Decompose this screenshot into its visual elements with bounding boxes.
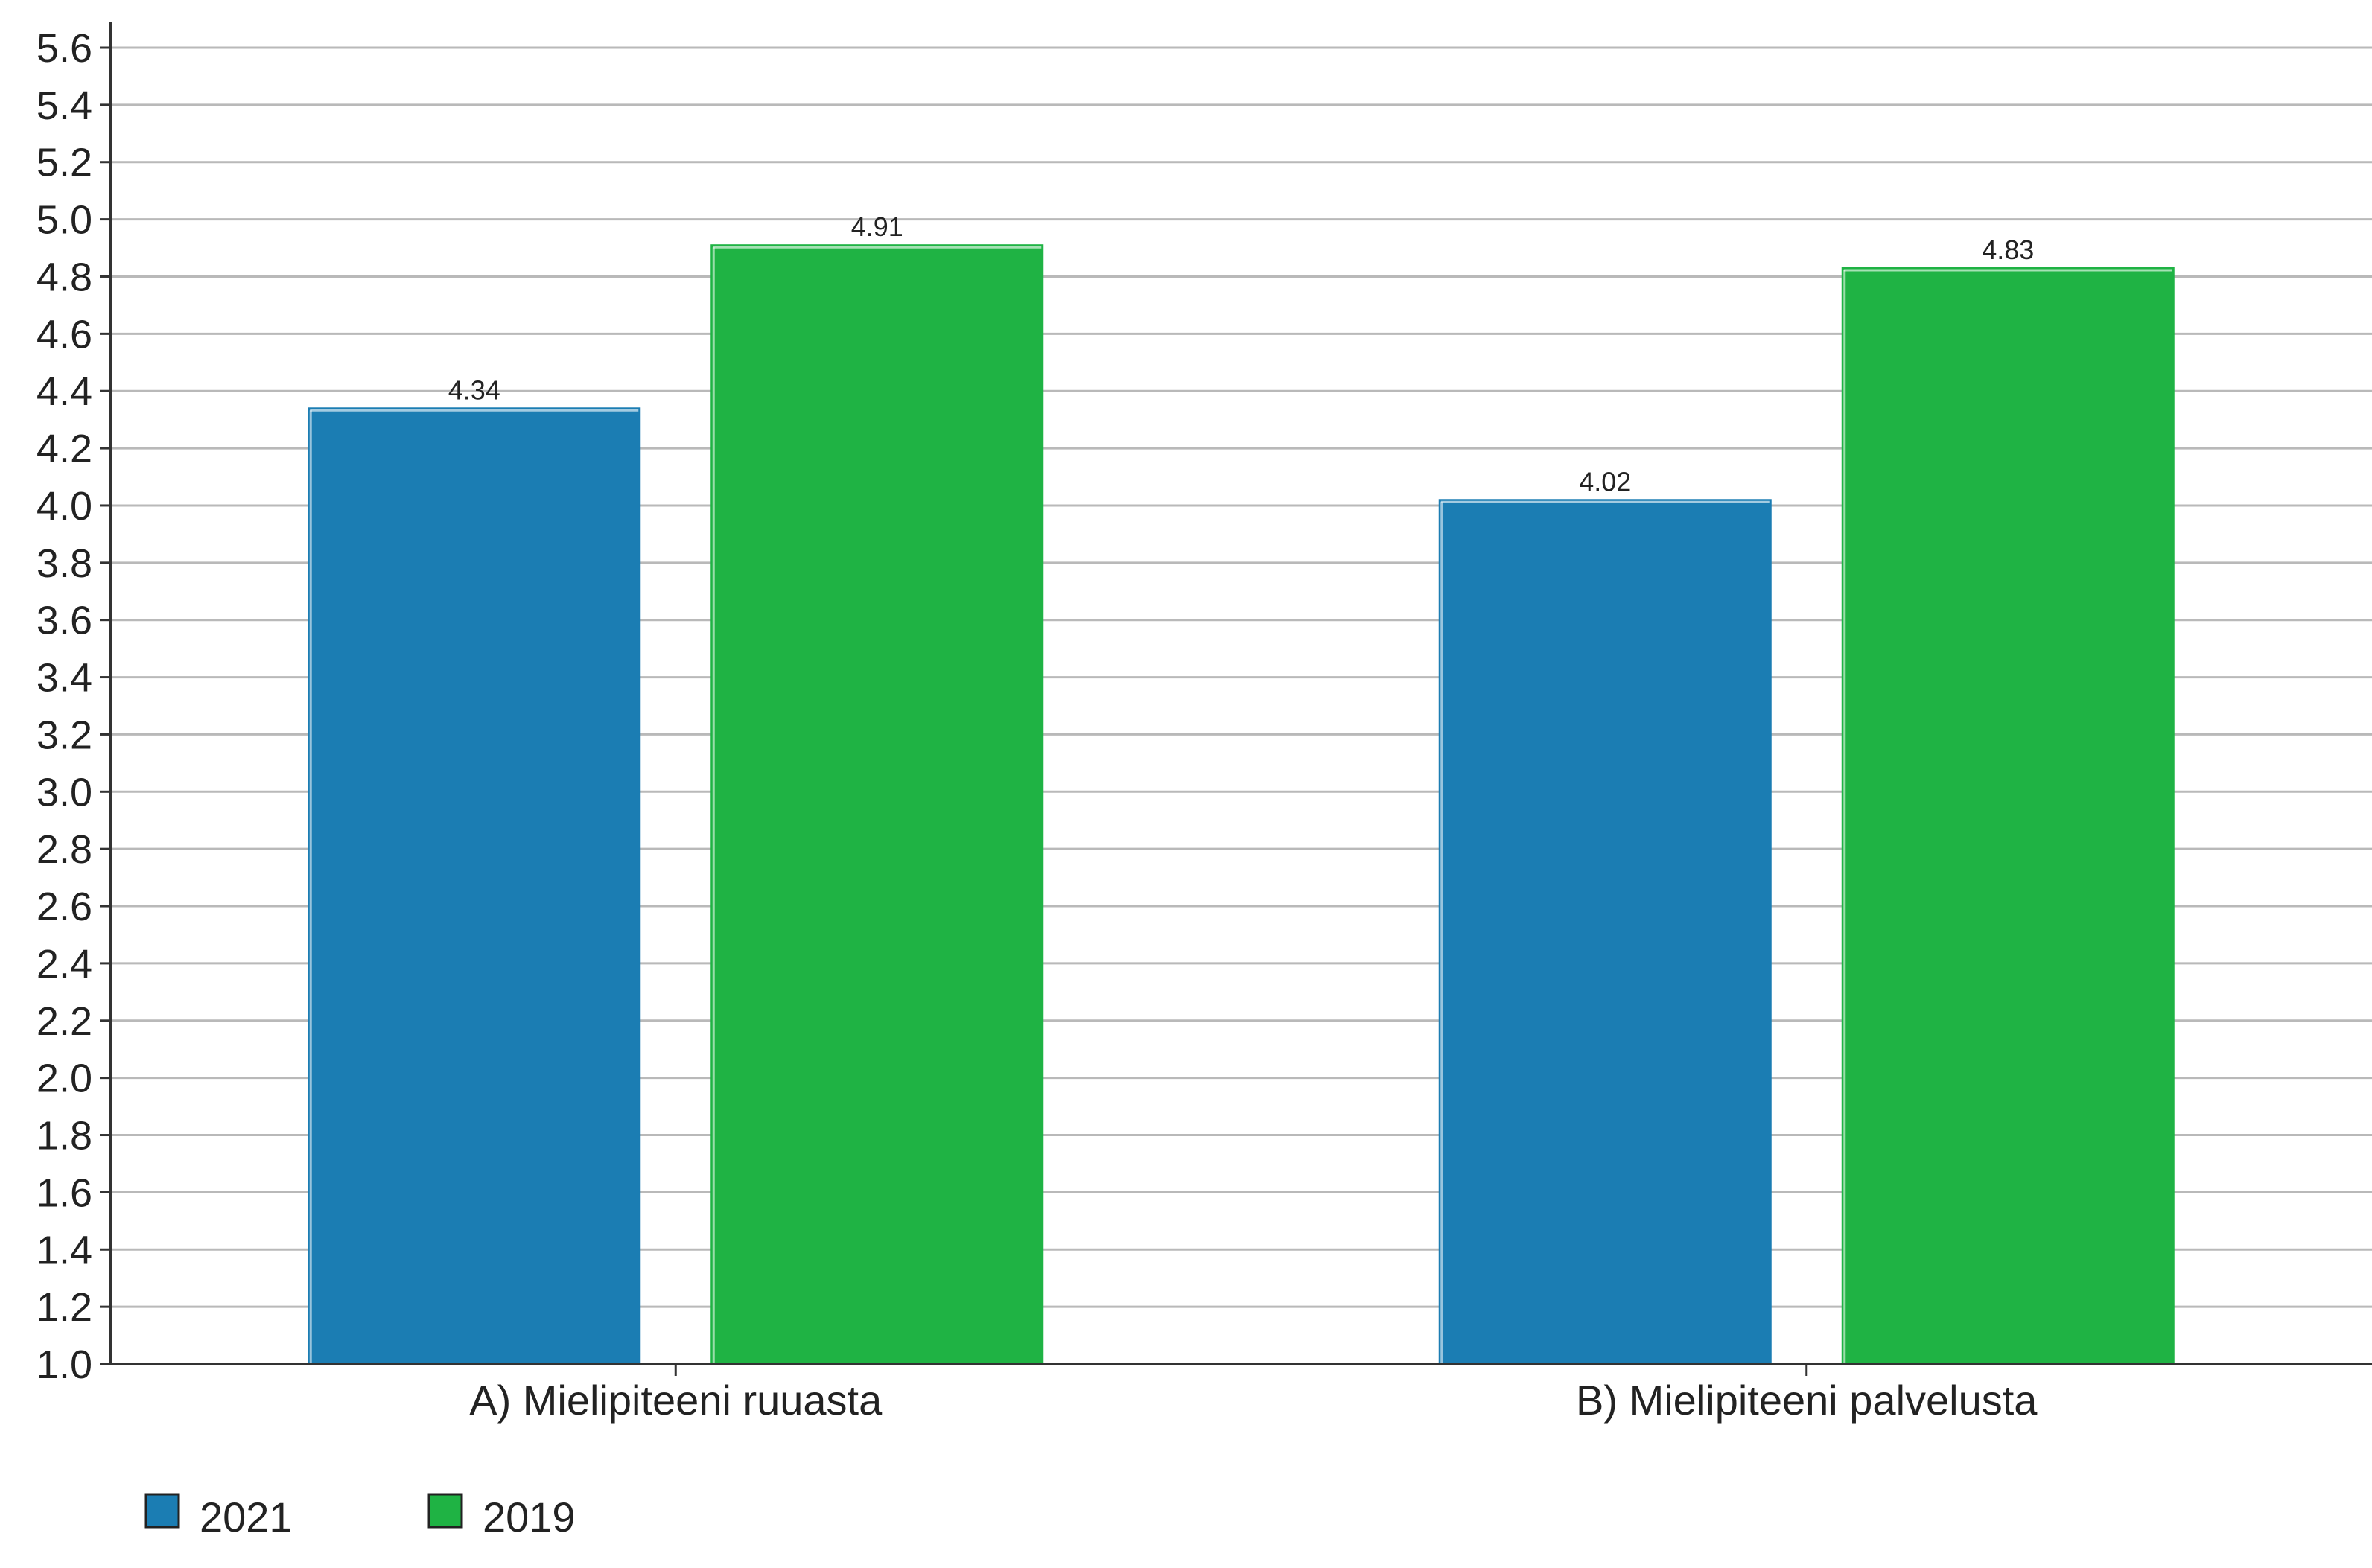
legend-swatch-2021 bbox=[144, 1493, 180, 1529]
y-tick-label: 1.0 bbox=[36, 1342, 92, 1387]
y-tick-label: 2.4 bbox=[36, 942, 92, 987]
y-tick-label: 4.6 bbox=[36, 312, 92, 357]
y-tick-label: 3.4 bbox=[36, 656, 92, 701]
y-tick-label: 3.8 bbox=[36, 541, 92, 586]
x-category-label: B) Mielipiteeni palvelusta bbox=[1576, 1377, 2038, 1424]
y-tick-label: 2.0 bbox=[36, 1057, 92, 1101]
bar-2021-b bbox=[1438, 499, 1772, 1365]
legend-swatch-2019 bbox=[427, 1493, 463, 1529]
y-tick-label: 4.4 bbox=[36, 369, 92, 414]
y-tick-label: 1.2 bbox=[36, 1285, 92, 1330]
bar-2019-a bbox=[710, 244, 1044, 1365]
legend-label: 2021 bbox=[200, 1494, 293, 1540]
bar-2021-a bbox=[308, 407, 641, 1365]
y-tick-label: 4.8 bbox=[36, 255, 92, 299]
y-tick-label: 5.4 bbox=[36, 83, 92, 128]
y-tick-label: 1.8 bbox=[36, 1114, 92, 1159]
bar-2019-b bbox=[1841, 267, 2175, 1365]
y-tick-label: 1.6 bbox=[36, 1170, 92, 1215]
y-tick-label: 1.4 bbox=[36, 1228, 92, 1272]
y-tick-label: 4.0 bbox=[36, 484, 92, 529]
y-tick-label: 5.0 bbox=[36, 198, 92, 243]
y-tick-label: 2.2 bbox=[36, 999, 92, 1044]
legend-label: 2019 bbox=[483, 1494, 576, 1540]
data-label: 4.83 bbox=[1982, 235, 2034, 265]
legend: 2021 2019 bbox=[144, 1493, 576, 1540]
y-tick-label: 2.6 bbox=[36, 885, 92, 929]
y-tick-label: 3.0 bbox=[36, 770, 92, 815]
x-category-label: A) Mielipiteeni ruuasta bbox=[469, 1377, 883, 1424]
y-tick-label: 2.8 bbox=[36, 827, 92, 872]
axes-layer: 1.0 1.2 1.4 1.6 1.8 2.0 2.2 2.4 2.6 2.8 3.0 3.2 3.4 3… bbox=[36, 22, 2372, 1424]
data-label: 4.02 bbox=[1579, 466, 1631, 497]
y-tick-label: 4.2 bbox=[36, 427, 92, 471]
bars-layer bbox=[308, 244, 2175, 1365]
data-label: 4.34 bbox=[448, 375, 500, 405]
y-tick-label: 5.2 bbox=[36, 141, 92, 185]
y-tick-label: 3.6 bbox=[36, 599, 92, 643]
y-tick-label: 3.2 bbox=[36, 713, 92, 757]
data-label: 4.91 bbox=[851, 211, 903, 242]
y-tick-label: 5.6 bbox=[36, 26, 92, 71]
labels-layer: 4.34 4.91 4.02 4.83 bbox=[448, 211, 2035, 497]
